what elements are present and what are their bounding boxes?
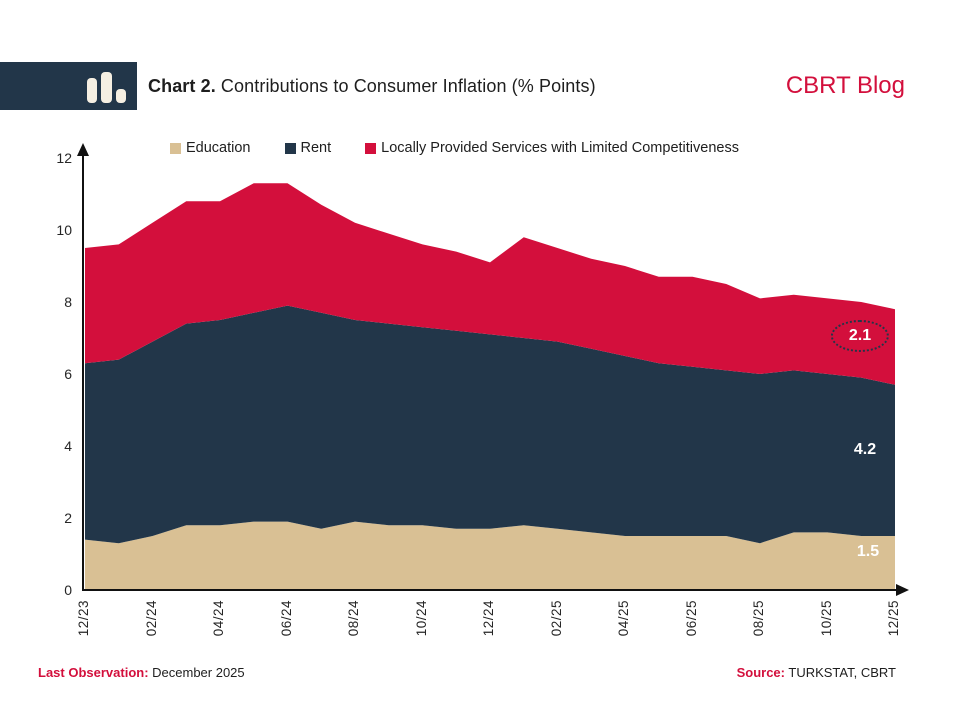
cbrt-logo bbox=[0, 62, 137, 110]
x-tick-label: 06/25 bbox=[683, 600, 699, 637]
legend-label: Rent bbox=[300, 140, 332, 156]
x-tick-label: 04/25 bbox=[616, 600, 631, 637]
source-label: Source: bbox=[736, 665, 785, 680]
legend-swatch-icon bbox=[284, 142, 296, 154]
area-rent bbox=[85, 305, 895, 544]
y-tick-label: 6 bbox=[64, 366, 72, 382]
last-observation-value: December 2025 bbox=[148, 665, 245, 680]
x-tick-label: 08/24 bbox=[346, 600, 361, 637]
bar-chart-icon bbox=[87, 72, 126, 103]
x-tick-label: 02/24 bbox=[143, 600, 159, 637]
end-value-label-rent: 4.2 bbox=[853, 441, 877, 458]
y-tick-label: 2 bbox=[64, 510, 72, 526]
y-tick-label: 10 bbox=[56, 222, 72, 238]
end-value-label-locally: 2.1 bbox=[830, 320, 890, 352]
legend-swatch-icon bbox=[170, 142, 181, 154]
x-tick-label: 12/23 bbox=[76, 600, 91, 637]
x-tick-label: 08/25 bbox=[751, 600, 766, 637]
last-observation: Last Observation: December 2025 bbox=[38, 665, 245, 680]
x-tick-label: 06/24 bbox=[278, 600, 294, 637]
area-locally bbox=[85, 183, 895, 385]
x-axis-arrow-icon bbox=[896, 584, 909, 596]
source-value: TURKSTAT, CBRT bbox=[785, 665, 896, 680]
area-education bbox=[85, 521, 895, 590]
x-tick-label: 04/24 bbox=[211, 600, 226, 637]
x-tick-label: 10/24 bbox=[413, 600, 429, 637]
bar-chart-icon-bar bbox=[101, 72, 112, 103]
legend-swatch-icon bbox=[365, 142, 377, 154]
y-tick-label: 12 bbox=[56, 150, 72, 166]
chart-title-text: Contributions to Consumer Inflation (% P… bbox=[215, 76, 596, 96]
page-title: Chart 2. Contributions to Consumer Infla… bbox=[148, 76, 596, 97]
legend-label: Locally Provided Services with Limited C… bbox=[381, 140, 739, 156]
bar-chart-icon-bar bbox=[116, 89, 126, 103]
legend-item-locally: Locally Provided Services with Limited C… bbox=[365, 140, 739, 156]
bar-chart-icon-bar bbox=[87, 78, 97, 103]
x-tick-label: 10/25 bbox=[818, 600, 834, 637]
end-value-label-education: 1.5 bbox=[856, 543, 880, 560]
last-observation-label: Last Observation: bbox=[38, 665, 149, 680]
y-tick-label: 0 bbox=[64, 582, 72, 598]
y-tick-label: 8 bbox=[64, 294, 72, 310]
chart-number: Chart 2. bbox=[148, 76, 216, 96]
y-tick-label: 4 bbox=[64, 438, 72, 454]
x-tick-label: 02/25 bbox=[548, 600, 564, 637]
x-tick-label: 12/24 bbox=[481, 600, 496, 637]
legend-label: Education bbox=[186, 140, 251, 156]
legend-item-rent: Rent bbox=[284, 140, 332, 156]
source: Source: TURKSTAT, CBRT bbox=[737, 665, 896, 680]
chart-legend: Education Rent Locally Provided Services w… bbox=[170, 140, 739, 156]
x-tick-label: 12/25 bbox=[886, 600, 901, 637]
y-axis-arrow-icon bbox=[77, 143, 89, 156]
legend-item-education: Education bbox=[170, 140, 251, 156]
cbrt-blog-brand: CBRT Blog bbox=[785, 72, 905, 99]
